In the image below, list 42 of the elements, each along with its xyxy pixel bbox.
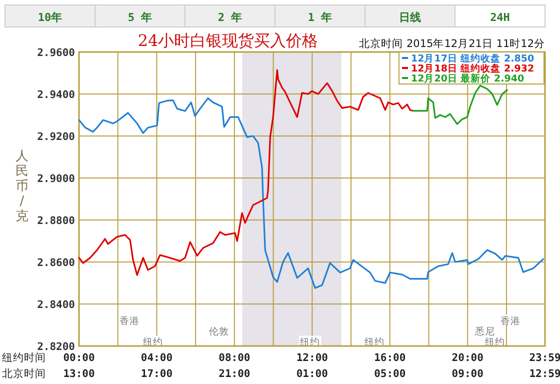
annotation: 纽约 xyxy=(484,336,505,348)
chart-title: 24小时白银现货买入价格 xyxy=(138,31,318,50)
annotation: 纽约 xyxy=(364,336,384,348)
y-tick-label: 2.8200 xyxy=(37,341,75,353)
annotation: 纽约 xyxy=(300,336,320,348)
annotation: 伦敦 xyxy=(208,325,229,338)
y-axis-title: 人民币/克 xyxy=(16,149,28,224)
x-tick-label: 04:00 xyxy=(140,352,173,364)
annotation: 香港 xyxy=(120,314,140,327)
x2-tick-label: 17:00 xyxy=(140,368,173,380)
line-series xyxy=(78,97,544,289)
y-tick-label: 2.8800 xyxy=(37,215,75,227)
line-series xyxy=(412,84,508,125)
x-tick-label: 23:59 xyxy=(529,352,560,364)
y-tick-label: 2.9600 xyxy=(37,47,75,59)
legend-label: 12月17日 纽约收盘 2.850 xyxy=(411,52,534,64)
x-tick-label: 16:00 xyxy=(374,352,406,364)
y-tick-label: 2.9400 xyxy=(37,89,75,101)
y-tick-label: 2.8400 xyxy=(37,299,75,311)
x-tick-label: 00:00 xyxy=(63,352,95,364)
x2-tick-label: 01:00 xyxy=(296,368,328,380)
annotation: 纽约 xyxy=(142,336,163,348)
chart-subtitle: 北京时间 2015年12月21日 11时12分 xyxy=(359,37,545,50)
x-tick-label: 12:00 xyxy=(296,352,328,364)
y-tick-label: 2.9200 xyxy=(37,131,75,143)
x-tick-label: 08:00 xyxy=(218,352,250,364)
x2-tick-label: 05:00 xyxy=(374,368,406,380)
legend-label: 12月18日 纽约收盘 2.932 xyxy=(411,62,534,74)
x2-tick-label: 13:00 xyxy=(63,368,95,380)
line-series xyxy=(78,69,414,276)
x-axis-title: 纽约时间 xyxy=(2,351,46,364)
y-tick-label: 2.8600 xyxy=(37,257,75,269)
x2-axis-title: 北京时间 xyxy=(2,367,46,380)
x-tick-label: 20:00 xyxy=(452,352,484,364)
x2-tick-label: 21:00 xyxy=(218,368,250,380)
y-tick-label: 2.9000 xyxy=(37,173,75,185)
x2-tick-label: 12:59 xyxy=(529,368,560,380)
annotation: 悉尼 xyxy=(474,325,496,338)
x2-tick-label: 09:00 xyxy=(452,368,484,380)
legend-label: 12月20日 最新价 2.940 xyxy=(411,72,524,84)
annotation: 香港 xyxy=(500,314,520,327)
tabs: 10年 5 年 2 年 1 年 日线 24H xyxy=(4,4,546,28)
